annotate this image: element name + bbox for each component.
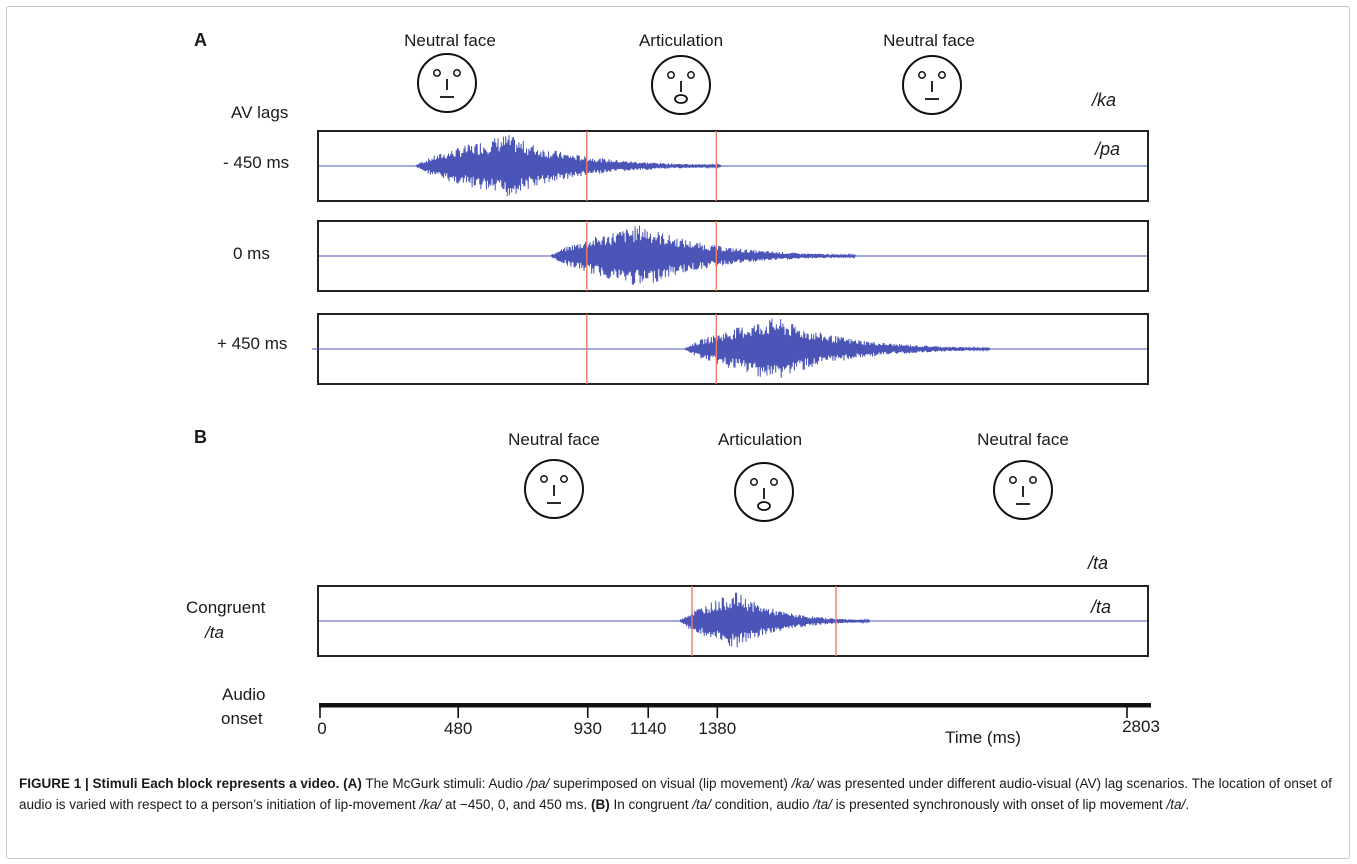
panel-b-faces [524,459,1053,522]
track-a1-lag-label: - 450 ms [223,153,289,172]
panel-b-face-1-left-eye [540,475,548,483]
caption-text-a2: superimposed on visual (lip movement) [549,776,792,791]
track-a2-waveform-burst [550,225,857,285]
panel-a-face-3-outline [902,55,962,115]
timeline-label-line1: Audio [222,685,265,704]
timeline-tick-label-930: 930 [574,719,602,738]
track-a3-lag-label: + 450 ms [217,334,287,353]
panel-a-face-1-right-eye [453,69,461,77]
caption-text-a1: The McGurk stimuli: Audio [361,776,527,791]
track-a2-lag-label: 0 ms [233,244,270,263]
panel-a-visual-syllable: /ka [1090,90,1116,110]
track-b-box [317,585,1149,657]
panel-b-waveform [319,592,1147,648]
panel-a-face-3-left-eye [918,71,926,79]
timeline-tick-label-1380: 1380 [698,719,736,738]
panel-b-face-label-3: Neutral face [977,430,1069,449]
panel-b-face-1 [524,459,584,519]
track-a1-waveform-burst [415,135,722,197]
panel-a-face-2 [651,55,711,115]
panel-b-face-3-left-eye [1009,476,1017,484]
timeline-label-line2: onset [221,709,263,728]
timeline-axis-label: Time (ms) [945,728,1021,747]
track-b-label-line1: Congruent [186,598,266,617]
panel-a-face-label-1: Neutral face [404,31,496,50]
panel-a-face-label-3: Neutral face [883,31,975,50]
panel-b-face-1-outline [524,459,584,519]
caption-syllable-ka: /ka/ [791,776,814,791]
panel-b-face-3 [993,460,1053,520]
track-b-label-line2: /ta [204,623,224,642]
timeline-tick-label-1140: 1140 [630,719,667,738]
panel-b-face-label-1: Neutral face [508,430,600,449]
panel-b-visual-syllable: /ta [1086,553,1108,573]
caption-tag-b: (B) [590,797,610,813]
caption-syllable-ta-2: /ta/ [813,797,832,813]
panel-b-face-2 [734,462,794,522]
caption-lead: FIGURE 1 | Stimuli Each block represents… [19,776,340,791]
caption-text-b2: condition, audio [711,797,814,813]
panel-b-face-2-right-eye [770,478,778,486]
timeline-axis [319,703,1151,708]
figure-frame [6,6,1350,859]
panel-a-waveforms [312,135,1147,378]
caption-text-b1: In congruent [609,797,693,813]
panel-b-face-1-right-eye [560,475,568,483]
caption-text-b4: . [1185,797,1190,813]
track-b-waveform-burst [679,592,871,648]
panel-a-face-1-outline [417,53,477,113]
panel-a-onset-markers [586,131,718,384]
timeline-tick-label-2803: 2803 [1122,717,1160,736]
panel-b-face-2-outline [734,462,794,522]
panel-a-face-label-2: Articulation [639,31,723,50]
panel-a-label: A [194,30,207,50]
caption-syllable-pa: /pa/ [526,776,550,791]
panel-a-face-2-right-eye [687,71,695,79]
track-a3-waveform-burst [684,318,991,378]
panel-b-audio-syllable: /ta [1089,597,1111,617]
timeline-tick-label-480: 480 [444,719,472,738]
panel-b-face-2-left-eye [750,478,758,486]
panel-b-face-3-outline [993,460,1053,520]
panel-b-face-2-mouth [757,501,771,511]
panel-a-audio-syllable: /pa [1093,139,1120,159]
panel-a-face-2-outline [651,55,711,115]
panel-a-row-header: AV lags [231,103,288,122]
panel-a-face-1 [417,53,477,113]
track-a1-box [317,130,1149,202]
panel-b-face-label-2: Articulation [718,430,802,449]
panel-a-faces [417,53,962,115]
caption-syllable-ta: /ta/ [692,797,712,813]
caption-syllable-ka-2: /ka/ [419,797,442,813]
timeline-ticks: 0 480 930 1140 1380 2803 [317,707,1160,738]
caption-text-b3: is presented synchronously with onset of… [831,797,1167,813]
panel-a-face-2-mouth [674,94,688,104]
figure-canvas: A Neutral face Articulation Neutral face… [186,30,1160,747]
caption-text-a4: at −450, 0, and 450 ms. [441,797,591,813]
panel-b-face-3-right-eye [1029,476,1037,484]
panel-a-face-3 [902,55,962,115]
caption-text-a3: was presented under different audio-visu… [19,776,1332,813]
panel-a-face-3-right-eye [938,71,946,79]
timeline-tick-label-0: 0 [317,719,326,738]
track-a2-box [317,220,1149,292]
panel-b-onset-markers [691,586,837,656]
caption-syllable-ta-3: /ta/ [1166,797,1186,813]
caption-tag-a: (A) [343,776,362,791]
panel-b-label: B [194,427,207,447]
panel-a-face-1-left-eye [433,69,441,77]
panel-a-face-2-left-eye [667,71,675,79]
figure-caption: FIGURE 1 | Stimuli Each block represents… [19,773,1341,816]
